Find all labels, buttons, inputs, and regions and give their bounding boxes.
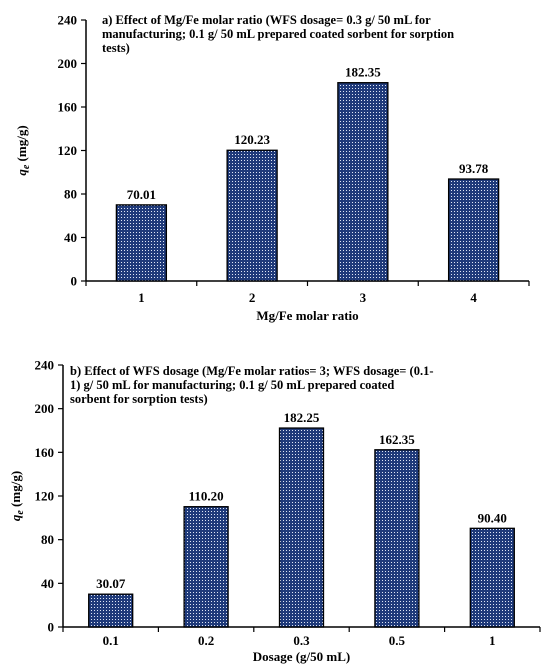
y-tick-label: 160 (35, 445, 55, 460)
bar-0.1 (88, 593, 134, 628)
y-tick-label: 120 (35, 489, 55, 504)
x-tick-label: 1 (138, 290, 145, 305)
y-tick-label: 40 (64, 230, 77, 245)
y-tick-label: 40 (41, 576, 54, 591)
x-tick-label: 1 (489, 633, 496, 648)
x-tick-label: 0.3 (293, 633, 310, 648)
y-tick-label: 160 (58, 100, 78, 115)
chart-title-line: a) Effect of Mg/Fe molar ratio (WFS dosa… (102, 13, 431, 27)
y-axis-title: qe (mg/g) (8, 471, 26, 521)
x-tick-label: 0.2 (198, 633, 214, 648)
chart-title-line: sorbent for sorption tests) (70, 392, 208, 406)
data-label: 162.35 (379, 432, 415, 447)
bar-0.5 (374, 449, 420, 628)
y-tick-label: 80 (64, 187, 77, 202)
chart-title-line: manufacturing; 0.1 g/ 50 mL prepared coa… (102, 27, 454, 41)
bar-3 (337, 82, 389, 282)
bar-2 (226, 149, 278, 282)
chart-title-line: tests) (102, 41, 130, 55)
bar-4 (447, 178, 500, 282)
data-label: 93.78 (459, 161, 489, 176)
y-axis-title: qe (mg/g) (14, 125, 32, 175)
chart-title-line: 1) g/ 50 mL for manufacturing; 0.1 g/ 50… (70, 378, 394, 392)
x-tick-label: 2 (249, 290, 256, 305)
chart-title-line: b) Effect of WFS dosage (Mg/Fe molar rat… (70, 364, 434, 378)
y-tick-label: 80 (41, 532, 54, 547)
bar-0.2 (183, 506, 229, 628)
y-tick-label: 0 (48, 620, 55, 635)
chart-panel-b: 0 40 80 120 160 200 240 30.07 0.1 110.20 0.2 182.25… (8, 358, 541, 664)
bar-1 (115, 204, 168, 282)
bar-0.3 (278, 427, 325, 628)
x-tick-label: 0.5 (389, 633, 406, 648)
bar-1 (469, 527, 515, 628)
y-tick-label: 200 (58, 56, 78, 71)
x-tick-label: 3 (360, 290, 367, 305)
y-tick-label: 120 (58, 143, 78, 158)
data-label: 30.07 (96, 576, 126, 591)
data-label: 90.40 (478, 510, 507, 525)
data-label: 110.20 (189, 489, 224, 504)
data-label: 120.23 (234, 132, 270, 147)
x-axis-title: Mg/Fe molar ratio (256, 308, 358, 323)
chart-panel-a: 0 40 80 120 160 200 240 70.01 1 120.23 2 182.35 3 93.… (14, 13, 530, 323)
data-label: 70.01 (127, 187, 156, 202)
y-tick-label: 0 (71, 274, 78, 289)
data-label: 182.25 (284, 410, 320, 425)
x-tick-label: 4 (470, 290, 477, 305)
y-tick-label: 240 (35, 358, 55, 373)
x-axis-title: Dosage (g/50 mL) (253, 649, 351, 664)
data-label: 182.35 (345, 65, 381, 80)
x-tick-label: 0.1 (103, 633, 119, 648)
y-tick-label: 200 (35, 401, 55, 416)
y-tick-label: 240 (58, 13, 78, 28)
